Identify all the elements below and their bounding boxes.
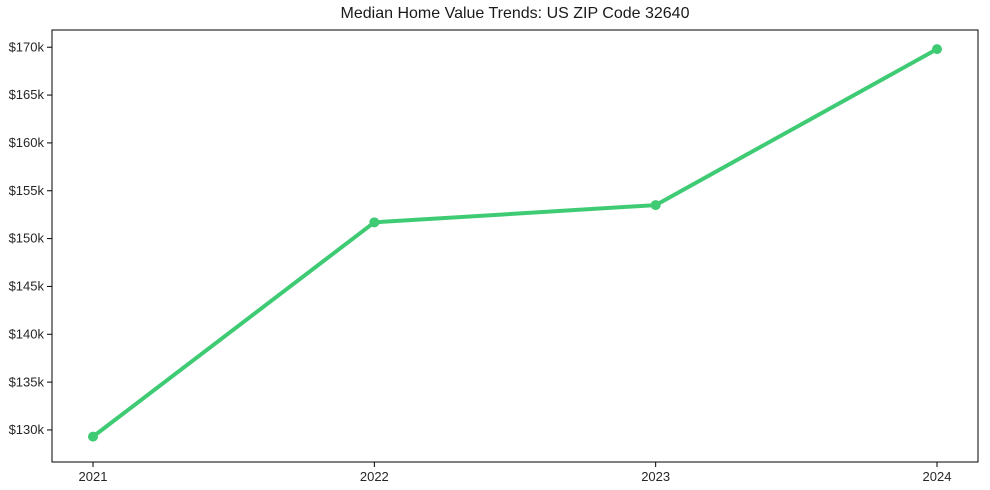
y-axis-tick-label: $155k (9, 183, 45, 198)
data-point-2021 (88, 431, 98, 442)
x-axis-tick-label: 2024 (923, 469, 952, 484)
y-axis-tick-label: $170k (9, 39, 45, 54)
y-axis-tick-label: $135k (9, 374, 45, 389)
trend-line (91, 47, 939, 439)
y-axis-tick-label: $145k (9, 279, 45, 294)
x-axis-tick-label: 2021 (79, 469, 108, 484)
x-axis-tick-label: 2023 (641, 469, 670, 484)
y-axis-tick-label: $150k (9, 231, 45, 246)
plot-border (51, 29, 979, 463)
x-axis-tick-label: 2022 (360, 469, 389, 484)
chart-title: Median Home Value Trends: US ZIP Code 32… (340, 5, 690, 22)
y-axis-tick-label: $160k (9, 135, 45, 150)
y-axis-tick-label: $130k (9, 422, 45, 437)
data-point-2022 (369, 217, 380, 228)
data-point-2024 (932, 44, 942, 55)
y-axis-tick-label: $165k (9, 87, 45, 102)
y-axis-tick-label: $140k (9, 326, 45, 341)
data-point-2023 (650, 200, 661, 211)
